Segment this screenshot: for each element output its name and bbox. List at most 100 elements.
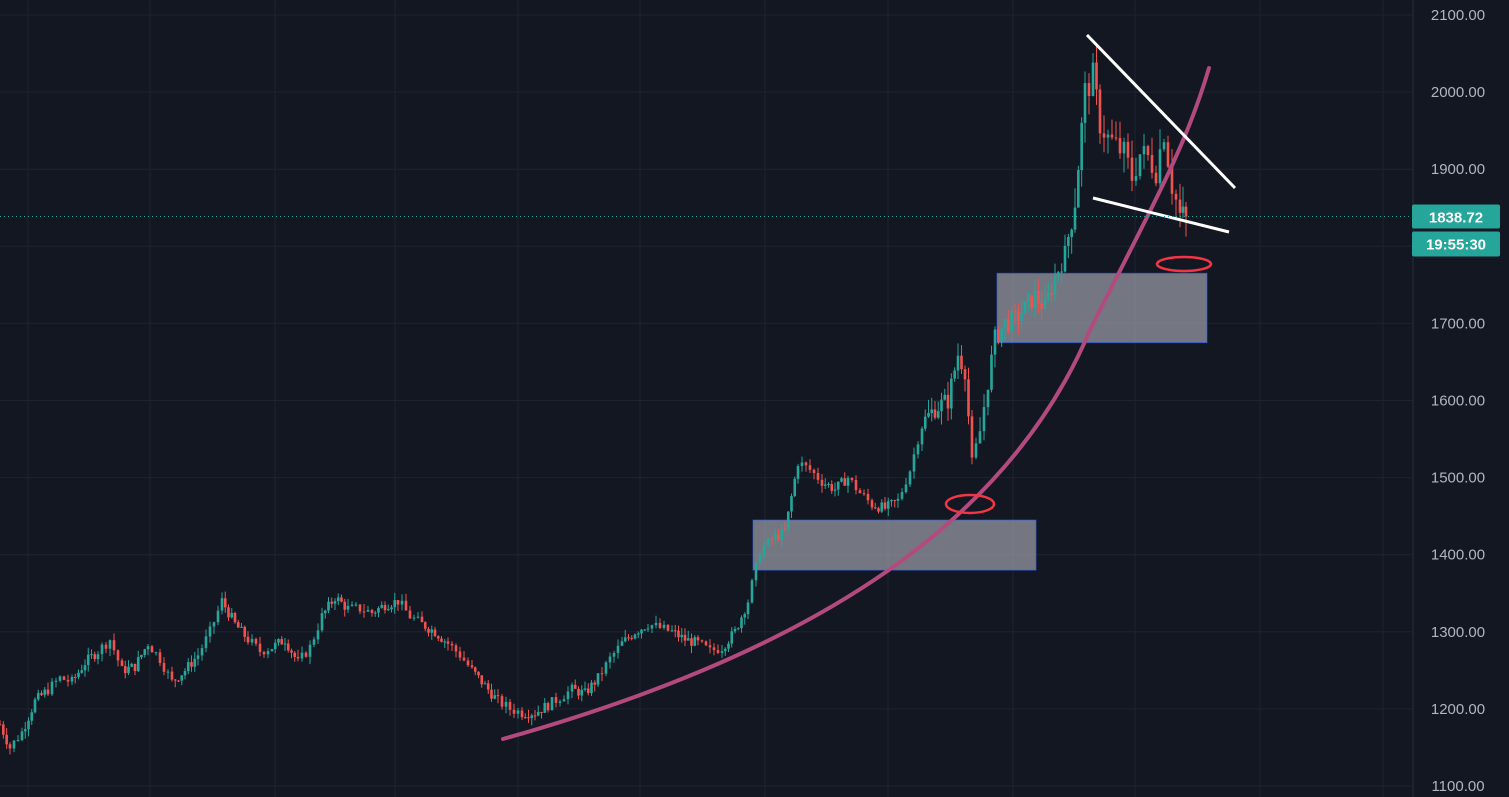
- candle-body: [700, 640, 704, 642]
- candle-body: [550, 697, 554, 711]
- candle-body: [293, 652, 297, 657]
- candle-body: [412, 617, 416, 619]
- candle-body: [120, 660, 124, 667]
- candle-body: [246, 636, 250, 643]
- candle-body: [1053, 276, 1057, 295]
- candle-body: [908, 471, 912, 485]
- candle-body: [130, 663, 134, 667]
- candle-body: [343, 601, 347, 610]
- candle-body: [993, 329, 997, 355]
- candle-body: [673, 630, 677, 632]
- candle-body: [936, 411, 940, 418]
- candle-body: [473, 667, 477, 672]
- candle-body: [377, 607, 380, 613]
- candle-body: [516, 710, 520, 714]
- candle-body: [308, 644, 312, 657]
- candle-body: [1027, 295, 1030, 301]
- candle-body: [116, 650, 120, 661]
- candle-body: [493, 695, 497, 699]
- candle-body: [873, 507, 877, 509]
- candle-body: [978, 431, 982, 444]
- candle-body: [1178, 199, 1182, 213]
- candle-body: [1017, 311, 1020, 321]
- demand-zone-box: [752, 519, 1037, 571]
- candle-body: [240, 626, 243, 628]
- price-tick-label: 1400.00: [1431, 547, 1485, 564]
- price-tick-label: 1900.00: [1431, 161, 1485, 178]
- candle-body: [683, 634, 687, 641]
- candle-body: [162, 663, 166, 672]
- candle-body: [536, 711, 540, 716]
- candle-body: [420, 616, 424, 623]
- candle-body: [533, 715, 537, 717]
- candle-body: [1050, 292, 1053, 295]
- candle-body: [96, 654, 100, 660]
- candle-body: [633, 634, 637, 639]
- candle-body: [400, 600, 404, 605]
- candle-body: [77, 672, 80, 678]
- candle-body: [1095, 62, 1098, 90]
- candle-body: [740, 617, 743, 629]
- candle-body: [923, 416, 927, 429]
- grid: [0, 0, 1412, 797]
- candle-body: [346, 605, 350, 610]
- candle-body: [953, 370, 956, 379]
- candle-body: [1007, 319, 1010, 332]
- candle-body: [208, 626, 212, 637]
- candle-body: [616, 645, 620, 653]
- candle-body: [504, 701, 508, 707]
- candle-body: [1130, 157, 1134, 181]
- candle-body: [850, 477, 854, 480]
- candle-body: [630, 637, 634, 639]
- candle-body: [690, 638, 693, 646]
- candle-body: [100, 644, 104, 655]
- candle-body: [646, 628, 650, 630]
- candle-body: [570, 684, 574, 692]
- candle-body: [204, 636, 208, 649]
- last-price-label[interactable]: 1838.72: [1412, 204, 1500, 229]
- candle-body: [304, 652, 308, 657]
- candle-body: [443, 641, 447, 643]
- candle-body: [8, 744, 12, 749]
- candle-body: [896, 498, 900, 501]
- candle-body: [154, 652, 158, 654]
- candle-body: [1150, 155, 1154, 173]
- candle-body: [523, 717, 527, 719]
- candle-body: [393, 600, 397, 608]
- price-tick-label: 2100.00: [1431, 7, 1485, 24]
- candle-body: [577, 688, 580, 696]
- candle-body: [40, 693, 43, 695]
- candle-body: [323, 610, 327, 614]
- candle-body: [654, 622, 658, 626]
- candle-body: [190, 662, 193, 667]
- candle-body: [112, 640, 116, 651]
- candle-body: [812, 469, 816, 474]
- candle-body: [1033, 291, 1037, 309]
- candle-body: [623, 637, 627, 642]
- candle-body: [90, 654, 93, 656]
- candle-body: [196, 655, 200, 659]
- candle-body: [62, 676, 66, 680]
- candle-body: [986, 389, 990, 408]
- candle-body: [320, 613, 324, 631]
- candle-body: [436, 636, 440, 639]
- countdown-label: 19:55:30: [1412, 231, 1500, 257]
- candle-body: [262, 651, 266, 655]
- candle-body: [36, 693, 40, 700]
- candle-body: [366, 610, 370, 612]
- candle-body: [754, 562, 758, 581]
- candle-body: [854, 479, 858, 491]
- candle-body: [816, 473, 820, 480]
- highlight-circle: [944, 493, 996, 515]
- candle-body: [1134, 176, 1138, 181]
- candle-body: [1154, 172, 1158, 184]
- candle-body: [540, 711, 543, 713]
- candle-body: [730, 631, 734, 644]
- candle-body: [883, 502, 887, 509]
- candle-body: [104, 644, 108, 649]
- candle-body: [227, 607, 230, 618]
- candle-body: [666, 624, 670, 631]
- candle-body: [58, 676, 62, 681]
- candle-body: [590, 682, 593, 694]
- candle-body: [340, 597, 343, 602]
